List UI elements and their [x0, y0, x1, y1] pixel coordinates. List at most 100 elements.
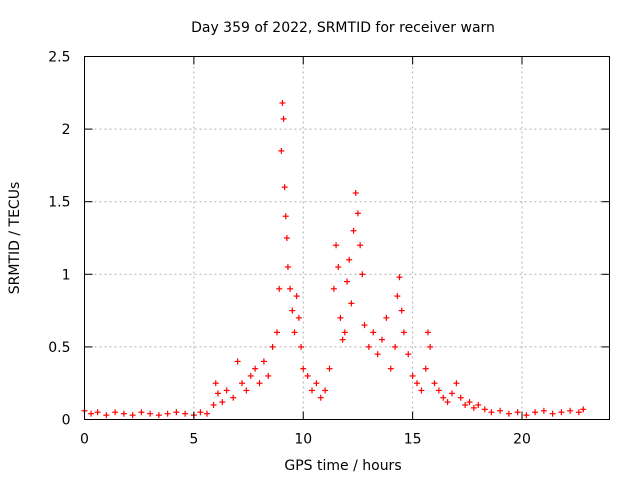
data-point [497, 407, 504, 414]
data-point [330, 285, 337, 292]
data-point [289, 307, 296, 314]
data-point [350, 227, 357, 234]
data-point [173, 409, 180, 416]
y-tick-label: 0.5 [48, 340, 70, 356]
data-point [278, 147, 285, 154]
data-point [265, 372, 272, 379]
data-point [280, 115, 287, 122]
data-point [488, 409, 495, 416]
data-point [256, 380, 263, 387]
data-point [374, 351, 381, 358]
data-point [361, 322, 368, 329]
data-point [239, 380, 245, 387]
data-point [414, 380, 420, 387]
data-point [234, 358, 241, 365]
data-point [424, 329, 431, 336]
x-tick-label: 15 [404, 432, 422, 448]
data-point [481, 406, 488, 413]
data-point [532, 409, 539, 416]
data-point [214, 390, 221, 397]
data-point [346, 256, 353, 263]
data-point [298, 343, 305, 350]
axis-ticks: 0 0.5 1 1.5 2 2.5 0 5 10 15 20 [48, 50, 610, 448]
data-point [304, 372, 311, 379]
plot-frame [84, 56, 610, 420]
x-tick-label: 20 [513, 432, 531, 448]
data-point [514, 409, 521, 416]
data-point [274, 329, 280, 336]
data-point [281, 184, 288, 191]
data-point [94, 409, 101, 416]
data-point [309, 387, 315, 394]
data-point [348, 300, 355, 307]
data-point [505, 410, 512, 417]
data-point [444, 399, 451, 406]
data-point [357, 242, 364, 249]
x-axis-label: GPS time / hours [284, 458, 401, 474]
data-point [284, 264, 291, 271]
data-point [392, 343, 399, 350]
data-point [418, 387, 425, 394]
data-point [431, 380, 438, 387]
data-point [295, 314, 302, 321]
data-point [197, 409, 204, 416]
data-point [279, 99, 286, 106]
data-point [457, 394, 464, 401]
data-point [383, 314, 390, 321]
data-point [354, 210, 361, 217]
data-point [287, 285, 294, 292]
data-point [440, 394, 447, 401]
data-point [88, 410, 95, 417]
data-point [422, 365, 429, 372]
data-point [212, 380, 219, 387]
data-point [523, 412, 530, 419]
data-point [282, 213, 289, 220]
data-point [230, 394, 237, 401]
data-point [291, 329, 298, 336]
y-tick-label: 1.5 [48, 195, 70, 211]
data-point [400, 329, 407, 336]
data-point [243, 387, 250, 394]
data-point [313, 380, 320, 387]
data-point [540, 407, 547, 414]
data-point [558, 409, 565, 416]
data-point [575, 409, 582, 416]
data-point [317, 394, 324, 401]
grid [84, 56, 610, 420]
data-point [466, 399, 473, 406]
data-point [219, 399, 226, 406]
data-point [449, 390, 455, 397]
data-point [352, 189, 359, 196]
data-point [394, 293, 401, 300]
data-points [81, 99, 587, 419]
data-point [223, 387, 230, 394]
x-tick-label: 0 [80, 432, 89, 448]
data-point [204, 410, 210, 417]
data-point [164, 410, 171, 417]
data-point [300, 365, 307, 372]
data-point [396, 274, 403, 281]
data-point [405, 351, 412, 358]
data-point [453, 380, 460, 387]
y-tick-label: 0 [62, 413, 71, 429]
data-point [112, 409, 119, 416]
data-point [326, 365, 333, 372]
data-point [427, 343, 434, 350]
data-point [387, 365, 394, 372]
y-axis-label: SRMTID / TECUs [7, 182, 23, 295]
data-point [129, 412, 136, 419]
data-point [344, 278, 350, 285]
data-point [293, 293, 300, 300]
data-point [283, 235, 290, 241]
data-point [269, 343, 276, 350]
x-tick-label: 5 [189, 432, 198, 448]
data-point [470, 404, 477, 411]
data-point [409, 372, 416, 379]
data-point [435, 387, 442, 394]
data-point [580, 406, 587, 413]
x-tick-label: 10 [294, 432, 312, 448]
data-point [155, 412, 162, 419]
data-point [247, 372, 254, 379]
y-tick-label: 1 [62, 267, 71, 283]
data-point [370, 329, 377, 336]
